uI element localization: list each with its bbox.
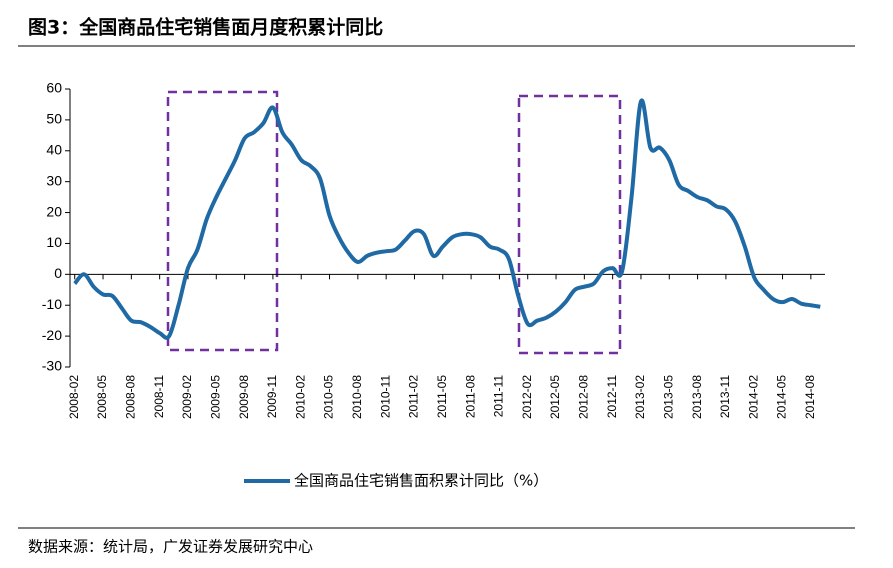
y-tick-label: -20 <box>42 327 62 343</box>
x-tick-label: 2014-08 <box>803 375 817 419</box>
x-tick-label: 2013-08 <box>690 375 704 419</box>
x-tick-label: 2014-05 <box>775 375 789 419</box>
source: 数据来源：统计局，广发证券发展研究中心 <box>28 538 313 556</box>
x-tick-label: 2010-02 <box>293 375 307 419</box>
x-tick-label: 2012-05 <box>548 375 562 419</box>
series-line <box>73 98 821 340</box>
y-tick-label: 30 <box>46 172 62 188</box>
y-tick-label: 0 <box>54 265 62 281</box>
x-tick-label: 2012-11 <box>605 375 619 418</box>
highlight-box <box>517 94 622 355</box>
x-tick-label: 2010-08 <box>350 375 364 419</box>
x-tick-label: 2009-08 <box>237 375 251 419</box>
x-tick-label: 2013-11 <box>718 375 732 418</box>
x-tick-label: 2012-02 <box>520 375 534 419</box>
x-tick-label: 2011-05 <box>435 375 449 418</box>
y-tick-label: 50 <box>46 111 62 127</box>
x-tick-label: 2009-05 <box>208 375 222 419</box>
x-tick-label: 2013-05 <box>661 375 675 419</box>
x-tick-label: 2011-02 <box>407 375 421 418</box>
x-tick-label: 2008-02 <box>67 375 81 419</box>
x-tick-label: 2008-08 <box>124 375 138 419</box>
y-tick-label: -10 <box>42 296 62 312</box>
x-tick-label: 2009-02 <box>180 375 194 419</box>
y-tick-label: -30 <box>42 358 62 374</box>
highlight-box <box>166 90 279 352</box>
x-tick-label: 2010-05 <box>322 375 336 419</box>
y-tick-label: 40 <box>46 141 62 157</box>
x-tick-label: 2012-08 <box>577 375 591 419</box>
legend-label: 全国商品住宅销售面积累计同比（%） <box>294 472 548 490</box>
x-tick-label: 2009-11 <box>265 375 279 418</box>
y-tick-label: 20 <box>46 203 62 219</box>
x-tick-label: 2011-08 <box>463 375 477 418</box>
x-tick-label: 2010-11 <box>378 375 392 418</box>
x-tick-label: 2008-05 <box>95 375 109 419</box>
y-tick-label: 60 <box>46 80 62 96</box>
x-tick-label: 2014-02 <box>746 375 760 419</box>
y-tick-label: 10 <box>46 234 62 250</box>
x-tick-label: 2013-02 <box>633 375 647 419</box>
x-tick-label: 2011-11 <box>492 375 506 418</box>
x-tick-label: 2008-11 <box>152 375 166 418</box>
chart-title: 图3：全国商品住宅销售面月度积累计同比 <box>28 16 383 39</box>
